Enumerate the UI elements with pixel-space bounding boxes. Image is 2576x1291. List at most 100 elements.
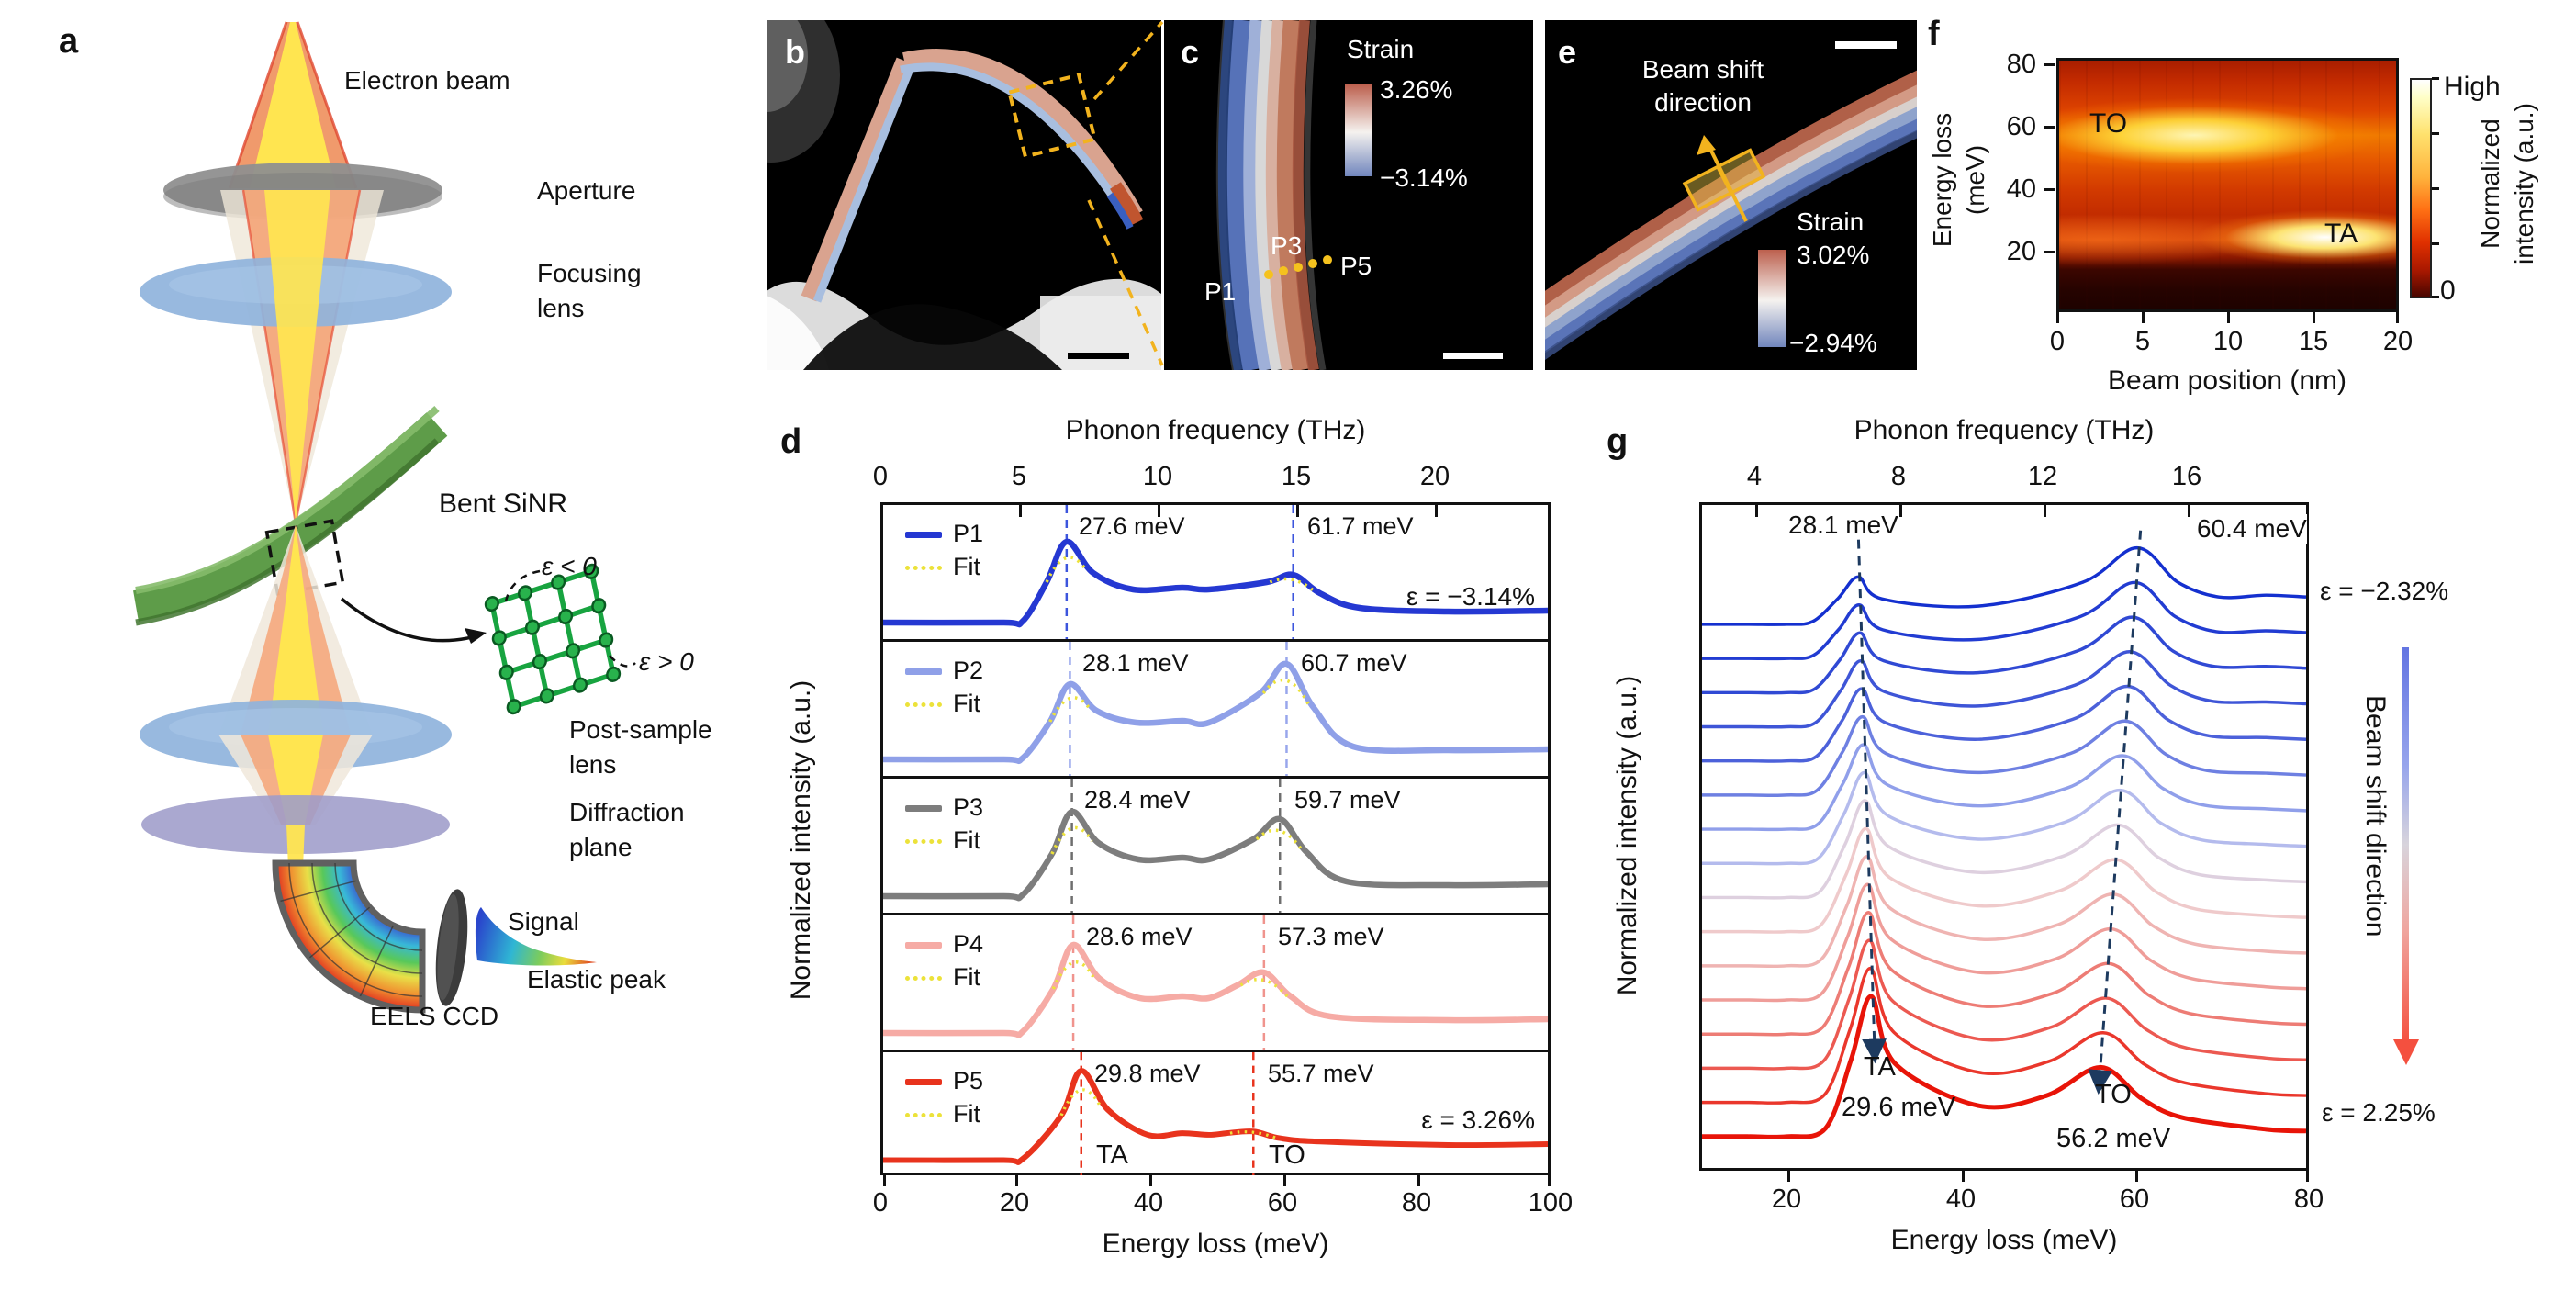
- panel-f-xtick-label: 20: [2382, 327, 2414, 356]
- panel-d-subpanel-p1: P1 Fit 27.6 meV 61.7 meV ε = −3.14%: [883, 505, 1548, 639]
- spectrum-flame: [475, 907, 597, 966]
- panel-f-xtick: [2313, 312, 2315, 323]
- p5-strain-value: ε = 3.26%: [1421, 1106, 1535, 1134]
- legend-fit: Fit: [953, 1100, 980, 1128]
- panel-e-strain-colorbar: [1758, 250, 1786, 347]
- panel-c-probe-points: [1264, 255, 1332, 279]
- legend-p3: P3: [953, 793, 984, 821]
- panel-f-ytick-label: 60: [2006, 112, 2036, 141]
- panel-f-ytick-label: 40: [2006, 174, 2036, 204]
- panel-f-colorbar: [2410, 78, 2432, 298]
- p4-to-value: 57.3 meV: [1278, 923, 1384, 950]
- panel-f-xtick: [2396, 312, 2399, 323]
- panel-f-to-label: TO: [2089, 108, 2128, 139]
- panel-letter-c: c: [1181, 33, 1200, 71]
- elastic-peak-label: Elastic peak: [527, 965, 666, 994]
- legend-fit: Fit: [953, 826, 980, 854]
- panel-letter-a: a: [59, 22, 79, 61]
- focusing-lens-label-2: lens: [537, 294, 585, 322]
- panel-d-subpanel-p2: P2 Fit 28.1 meV 60.7 meV: [883, 642, 1548, 776]
- bent-sinr-label: Bent SiNR: [439, 488, 568, 519]
- focusing-lens-label-1: Focusing: [537, 259, 642, 287]
- post-sample-lens-label-1: Post-sample: [569, 715, 712, 744]
- eels-ccd-label: EELS CCD: [370, 1002, 499, 1030]
- panel-g-strain-top: ε = −2.32%: [2320, 577, 2449, 605]
- panel-f-ylabel: Energy loss (meV): [1928, 112, 1989, 248]
- beam-shift-gradient-arrow: [2402, 647, 2409, 1042]
- panel-e-strain-map: e Beam shift direction Strain 3.02% −2.9…: [1545, 20, 1917, 370]
- panel-d-plot: P1 Fit 27.6 meV 61.7 meV ε = −3.14% P2 F…: [880, 502, 1551, 1186]
- panel-g-ylabel: Normalized intensity (a.u.): [1612, 675, 1642, 996]
- panel-e-strain-max: 3.02%: [1797, 241, 1870, 269]
- panel-letter-e: e: [1558, 33, 1577, 71]
- panel-g-top-tick-label: 12: [2027, 462, 2058, 491]
- panel-g-beam-shift-label: Beam shift direction: [2360, 695, 2391, 937]
- diffraction-plane-label-2: plane: [569, 833, 633, 861]
- panel-d-top-tick-label: 5: [1011, 462, 1027, 491]
- panel-f-xlabel: Beam position (nm): [2107, 365, 2347, 396]
- beam-cone-top-core: [250, 22, 336, 188]
- panel-f-ytick-label: 20: [2006, 237, 2036, 266]
- panel-c-art: [1164, 20, 1533, 370]
- p3-to-value: 59.7 meV: [1294, 786, 1401, 814]
- p1-to-value: 61.7 meV: [1307, 512, 1414, 540]
- panel-d-xtick-label: 100: [1528, 1188, 1574, 1218]
- panel-g-to-bottom-value: 56.2 meV: [2056, 1124, 2171, 1153]
- legend-fit: Fit: [953, 963, 980, 991]
- aperture-label: Aperture: [537, 176, 636, 205]
- panel-f-cbar-label: Normalized intensity (a.u.): [2476, 103, 2538, 264]
- panel-g-top-axis-title: Phonon frequency (THz): [1854, 415, 2155, 445]
- panel-d-subpanel-p5: P5 Fit 29.8 meV 55.7 meV TA TO ε = 3.26%: [883, 1052, 1548, 1175]
- panel-c-strain-min: −3.14%: [1380, 163, 1468, 192]
- panel-f-xtick: [2227, 312, 2230, 323]
- panel-g-xtick-label: 20: [1771, 1184, 1802, 1214]
- panel-e-art: [1545, 20, 1917, 370]
- panel-f-heatmap: [2056, 58, 2399, 312]
- eels-prism: [272, 859, 426, 1014]
- panel-d-subpanel-p3: P3 Fit 28.4 meV 59.7 meV: [883, 779, 1548, 913]
- panel-f-ytick: [2044, 188, 2055, 191]
- panel-letter-g: g: [1607, 422, 1629, 461]
- panel-g-xlabel: Energy loss (meV): [1890, 1225, 2118, 1255]
- legend-p1: P1: [953, 520, 984, 547]
- p4-ta-value: 28.6 meV: [1086, 923, 1193, 950]
- panel-d-ta-label: TA: [1096, 1140, 1128, 1170]
- post-sample-lens-label-2: lens: [569, 750, 617, 779]
- panel-d-xtick-label: 80: [1401, 1188, 1432, 1218]
- panel-c-p1-label: P1: [1204, 277, 1237, 306]
- panel-e-beam-shift-label-1: Beam shift: [1641, 55, 1764, 84]
- panel-g-to-top-value: 60.4 meV: [2197, 514, 2307, 544]
- panel-d-xtick-label: 40: [1133, 1188, 1164, 1218]
- panel-d-subpanel-p4: P4 Fit 28.6 meV 57.3 meV: [883, 915, 1548, 1050]
- panel-f-cbar-high: High: [2444, 72, 2501, 102]
- panel-c-p5-label: P5: [1340, 252, 1372, 280]
- panel-f-xtick-label: 10: [2212, 327, 2244, 356]
- p5-ta-value: 29.8 meV: [1094, 1060, 1201, 1087]
- panel-f-ytick: [2044, 126, 2055, 129]
- panel-d-xtick-label: 20: [999, 1188, 1030, 1218]
- panel-g-ta-top-value: 28.1 meV: [1788, 511, 1898, 539]
- p1-strain-value: ε = −3.14%: [1406, 582, 1535, 611]
- panel-f-ytick: [2044, 63, 2055, 66]
- panel-g-ta-bottom-value: 29.6 meV: [1842, 1093, 1956, 1122]
- panel-g-ta-label: TA: [1864, 1052, 1896, 1082]
- legend-p2: P2: [953, 657, 984, 684]
- legend-fit: Fit: [953, 690, 980, 717]
- panel-b-roi-box: [1007, 73, 1097, 159]
- panel-g-to-label: TO: [2095, 1080, 2132, 1109]
- panel-f-xtick: [2142, 312, 2145, 323]
- panel-f-xtick: [2056, 312, 2059, 323]
- strained-lattice: [484, 563, 622, 715]
- panel-d-xlabel: Energy loss (meV): [1102, 1229, 1329, 1259]
- panel-b-art: [767, 20, 1161, 370]
- panel-e-beam-shift-label-2: direction: [1654, 88, 1752, 117]
- panel-e-beam-shift-arrow: [1707, 144, 1748, 222]
- panel-d-top-tick-label: 15: [1281, 462, 1312, 491]
- beam-shift-arrowhead: [2393, 1039, 2419, 1065]
- p2-to-value: 60.7 meV: [1301, 649, 1407, 677]
- panel-d-xtick-label: 0: [872, 1188, 889, 1218]
- strain-negative-label: ε < 0: [542, 552, 597, 580]
- p1-ta-value: 27.6 meV: [1079, 512, 1185, 540]
- tem-schematic-art: [133, 21, 636, 1014]
- panel-g-plot: [1699, 502, 2309, 1182]
